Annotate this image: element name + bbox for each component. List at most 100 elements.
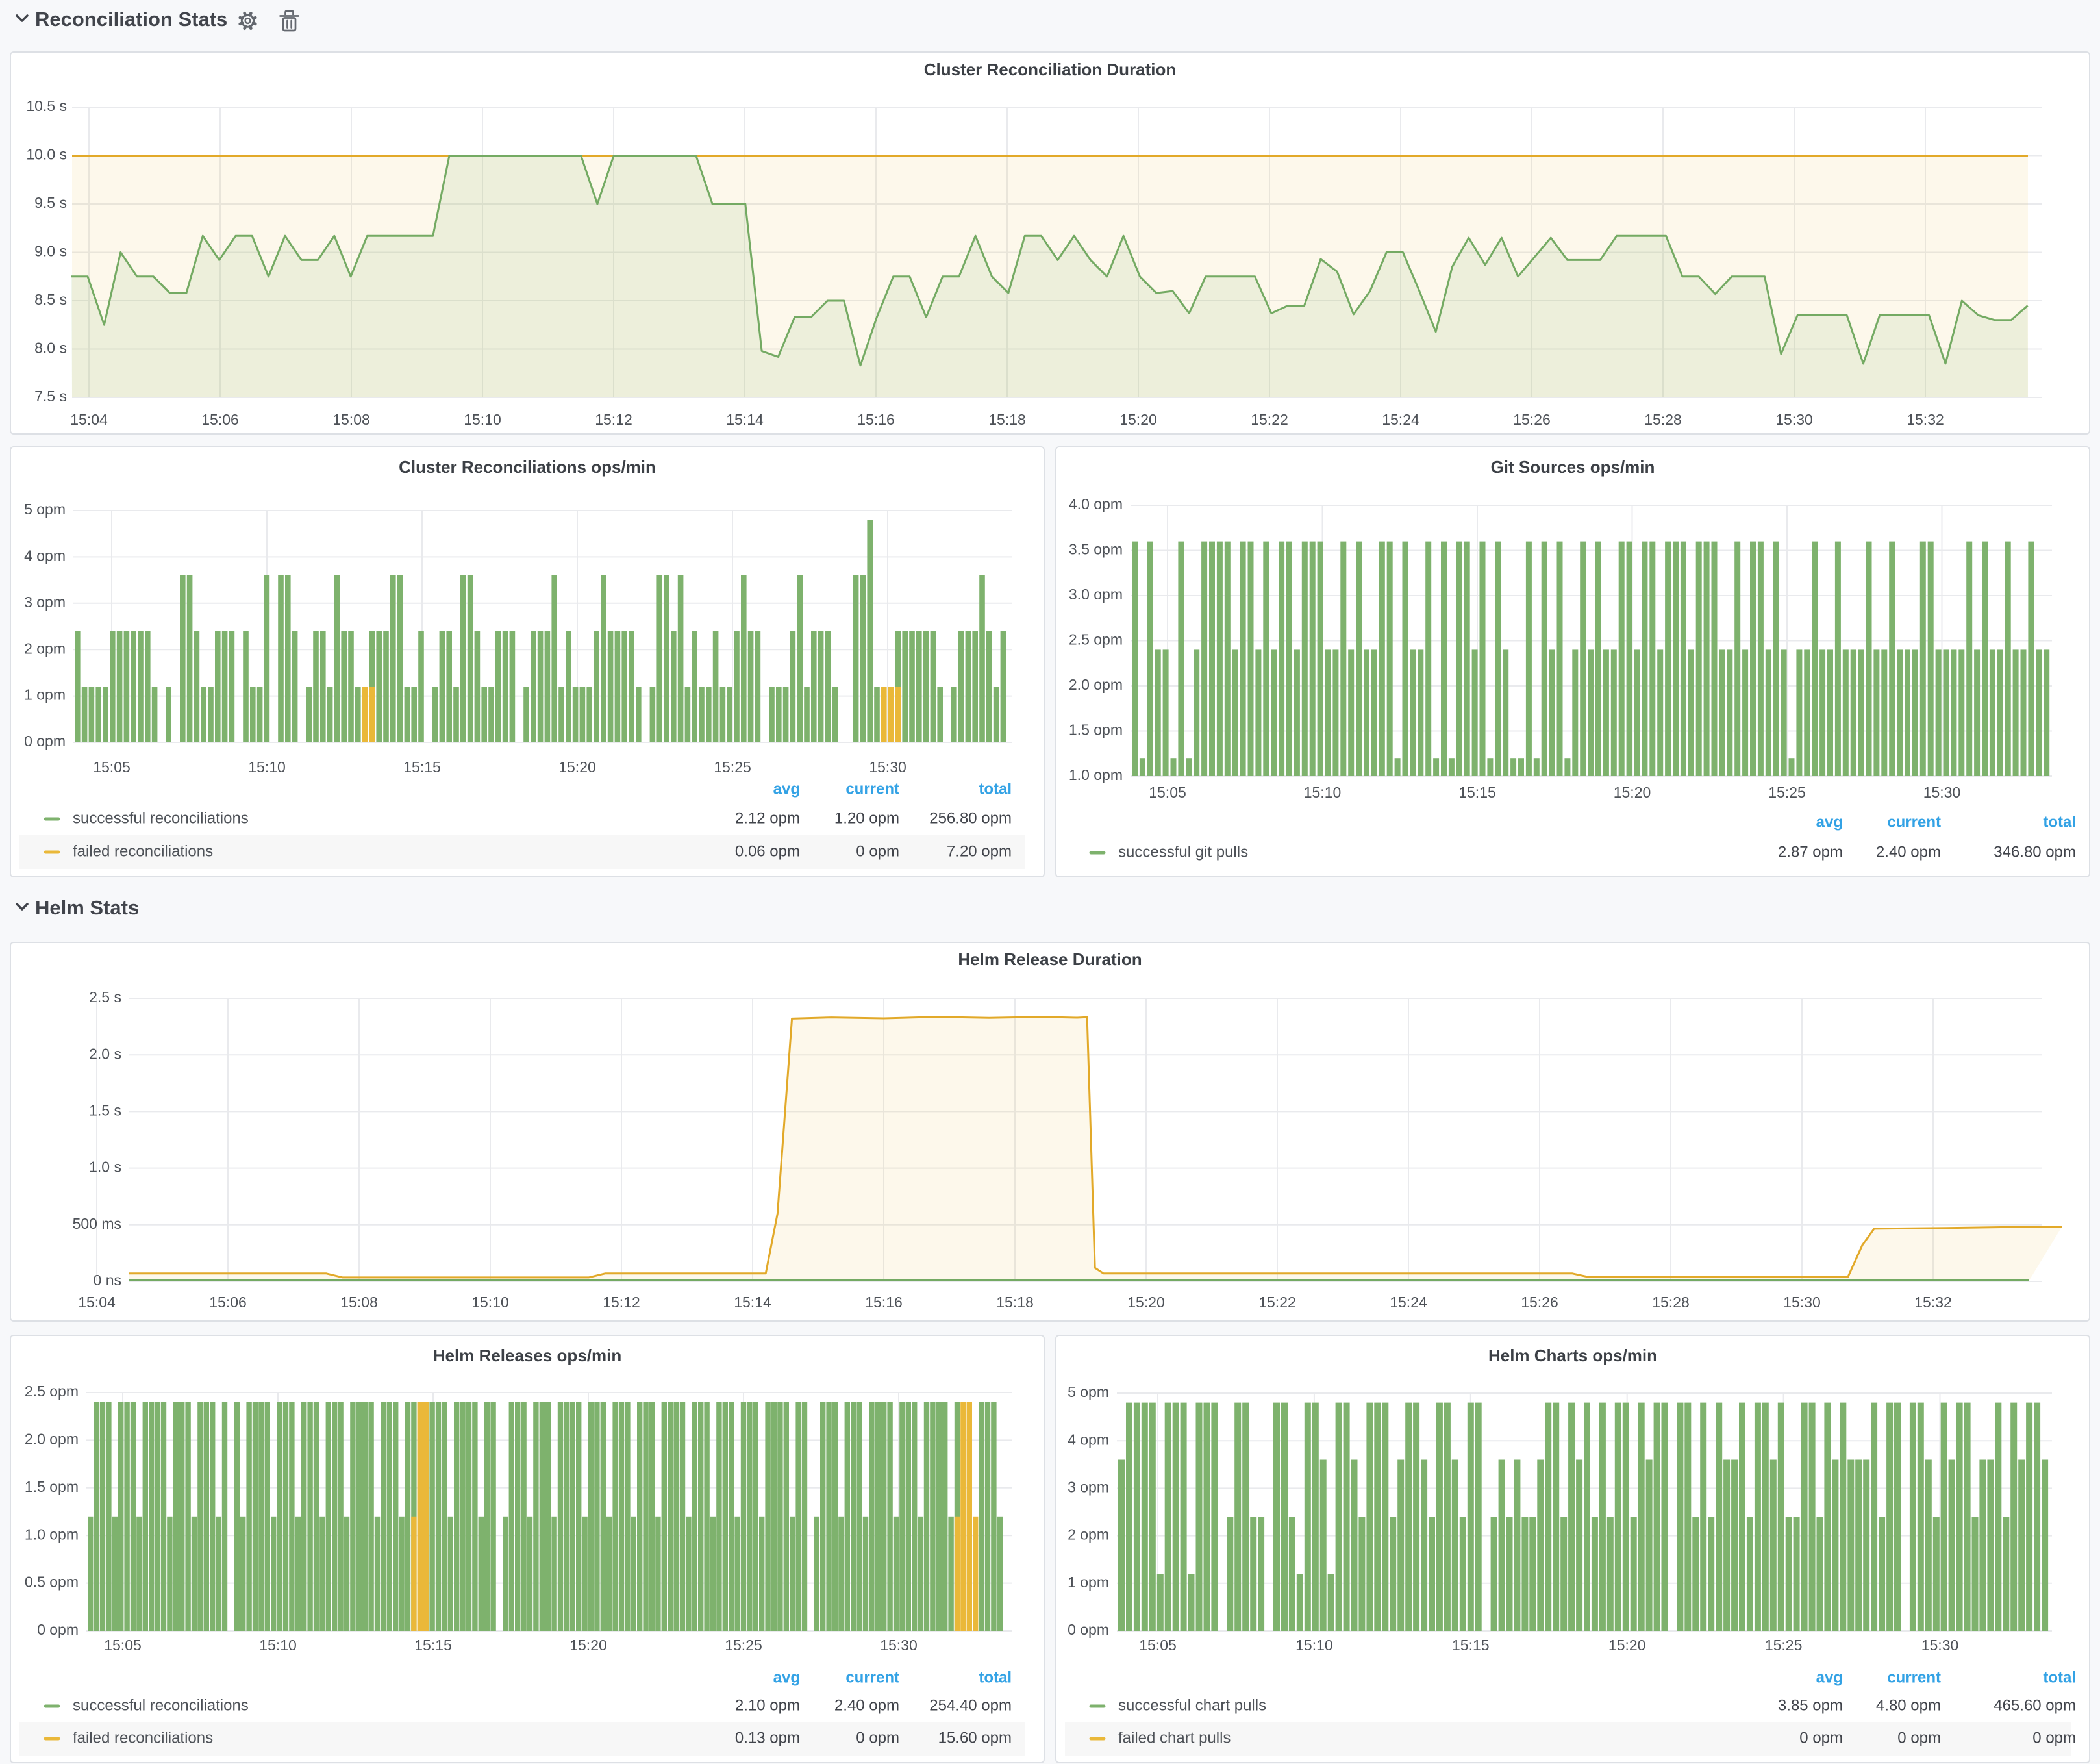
svg-text:2.40 opm: 2.40 opm [1876,843,1941,861]
svg-text:15:08: 15:08 [332,411,370,428]
svg-text:2.5 s: 2.5 s [89,989,121,1005]
svg-text:1 opm: 1 opm [24,687,66,703]
svg-text:0 opm: 0 opm [1897,1729,1941,1746]
svg-text:15:22: 15:22 [1251,411,1288,428]
svg-text:5 opm: 5 opm [24,501,66,518]
svg-text:15:30: 15:30 [880,1637,918,1654]
svg-text:current: current [1887,813,1941,831]
svg-text:0 ns: 0 ns [94,1272,121,1289]
svg-text:15:08: 15:08 [340,1294,378,1311]
svg-text:total: total [2043,1669,2076,1686]
svg-text:15:22: 15:22 [1258,1294,1296,1311]
svg-text:2.0 opm: 2.0 opm [1069,676,1123,693]
svg-text:1.5 opm: 1.5 opm [25,1478,79,1495]
svg-text:0 opm: 0 opm [37,1621,79,1638]
svg-text:15:14: 15:14 [734,1294,771,1311]
svg-text:15:06: 15:06 [209,1294,247,1311]
svg-text:0 opm: 0 opm [1068,1621,1109,1638]
svg-text:1.5 opm: 1.5 opm [1069,722,1123,738]
svg-text:2.5 opm: 2.5 opm [25,1383,79,1400]
svg-text:3.85 opm: 3.85 opm [1778,1696,1843,1714]
svg-text:1.0 s: 1.0 s [89,1159,121,1176]
svg-text:total: total [979,1669,1012,1686]
svg-text:15:20: 15:20 [1119,411,1157,428]
svg-text:0.13 opm: 0.13 opm [735,1729,800,1746]
svg-text:Helm Stats: Helm Stats [35,896,139,919]
svg-text:0 opm: 0 opm [1799,1729,1843,1746]
svg-text:current: current [1887,1669,1941,1686]
svg-text:Reconciliation Stats: Reconciliation Stats [35,8,227,31]
svg-text:15:25: 15:25 [714,759,751,775]
svg-text:Git Sources ops/min: Git Sources ops/min [1491,457,1655,477]
svg-text:4 opm: 4 opm [1068,1431,1109,1448]
svg-text:9.5 s: 9.5 s [34,194,67,211]
svg-text:3.0 opm: 3.0 opm [1069,586,1123,603]
svg-text:0 opm: 0 opm [856,1729,899,1746]
svg-text:7.5 s: 7.5 s [34,388,67,405]
svg-text:15:16: 15:16 [857,411,895,428]
svg-text:15:10: 15:10 [259,1637,297,1654]
svg-text:1 opm: 1 opm [1068,1574,1109,1591]
svg-text:3 opm: 3 opm [1068,1478,1109,1495]
svg-text:15:10: 15:10 [464,411,501,428]
svg-text:15:12: 15:12 [595,411,632,428]
svg-text:2.0 opm: 2.0 opm [25,1430,79,1447]
svg-text:2.87 opm: 2.87 opm [1778,843,1843,861]
svg-text:15:04: 15:04 [70,411,108,428]
svg-text:15:28: 15:28 [1652,1294,1690,1311]
svg-text:500 ms: 500 ms [73,1215,121,1232]
svg-text:8.0 s: 8.0 s [34,340,67,357]
svg-text:7.20 opm: 7.20 opm [947,842,1012,860]
svg-text:successful reconciliations: successful reconciliations [73,809,249,827]
svg-text:15:30: 15:30 [1923,784,1961,801]
svg-text:failed reconciliations: failed reconciliations [73,842,213,860]
svg-text:0.06 opm: 0.06 opm [735,842,800,860]
svg-text:15:30: 15:30 [1921,1637,1959,1654]
svg-text:0 opm: 0 opm [24,733,66,750]
svg-text:Cluster Reconciliation Duratio: Cluster Reconciliation Duration [924,60,1177,79]
svg-text:1.0 opm: 1.0 opm [25,1526,79,1543]
svg-text:15:15: 15:15 [1452,1637,1490,1654]
svg-text:total: total [2043,813,2076,831]
svg-text:2 opm: 2 opm [24,640,66,657]
svg-text:0 opm: 0 opm [2032,1729,2076,1746]
svg-text:8.5 s: 8.5 s [34,291,67,308]
svg-text:4.0 opm: 4.0 opm [1069,496,1123,512]
svg-text:1.0 opm: 1.0 opm [1069,766,1123,783]
svg-text:15:20: 15:20 [1127,1294,1165,1311]
svg-text:2.0 s: 2.0 s [89,1045,121,1062]
svg-text:15:16: 15:16 [865,1294,903,1311]
svg-text:1.20 opm: 1.20 opm [834,809,899,827]
svg-text:15:25: 15:25 [725,1637,762,1654]
svg-text:15:14: 15:14 [726,411,764,428]
svg-text:10.5 s: 10.5 s [26,97,67,114]
svg-text:15:10: 15:10 [471,1294,509,1311]
svg-text:0.5 opm: 0.5 opm [25,1574,79,1591]
svg-text:15:15: 15:15 [414,1637,452,1654]
svg-text:15:20: 15:20 [569,1637,607,1654]
svg-text:3 opm: 3 opm [24,594,66,611]
svg-text:15:26: 15:26 [1513,411,1551,428]
svg-text:15:20: 15:20 [558,759,596,775]
svg-text:9.0 s: 9.0 s [34,243,67,260]
svg-text:4.80 opm: 4.80 opm [1876,1696,1941,1714]
svg-text:Helm Charts ops/min: Helm Charts ops/min [1488,1346,1657,1365]
svg-text:15:32: 15:32 [1906,411,1944,428]
svg-text:avg: avg [1816,1669,1843,1686]
svg-text:successful chart pulls: successful chart pulls [1118,1696,1266,1714]
svg-text:15:28: 15:28 [1644,411,1682,428]
svg-text:Helm Release Duration: Helm Release Duration [958,950,1142,969]
svg-text:15:24: 15:24 [1382,411,1419,428]
svg-text:254.40 opm: 254.40 opm [929,1696,1012,1714]
svg-text:failed reconciliations: failed reconciliations [73,1729,213,1746]
svg-text:15:04: 15:04 [78,1294,116,1311]
svg-text:10.0 s: 10.0 s [26,146,67,163]
svg-text:15:24: 15:24 [1390,1294,1427,1311]
svg-text:15:10: 15:10 [1304,784,1342,801]
svg-text:successful git pulls: successful git pulls [1118,843,1248,861]
svg-text:current: current [845,780,899,798]
svg-text:15:25: 15:25 [1765,1637,1803,1654]
svg-text:2.40 opm: 2.40 opm [834,1696,899,1714]
svg-text:15:32: 15:32 [1914,1294,1952,1311]
svg-text:465.60 opm: 465.60 opm [1994,1696,2076,1714]
